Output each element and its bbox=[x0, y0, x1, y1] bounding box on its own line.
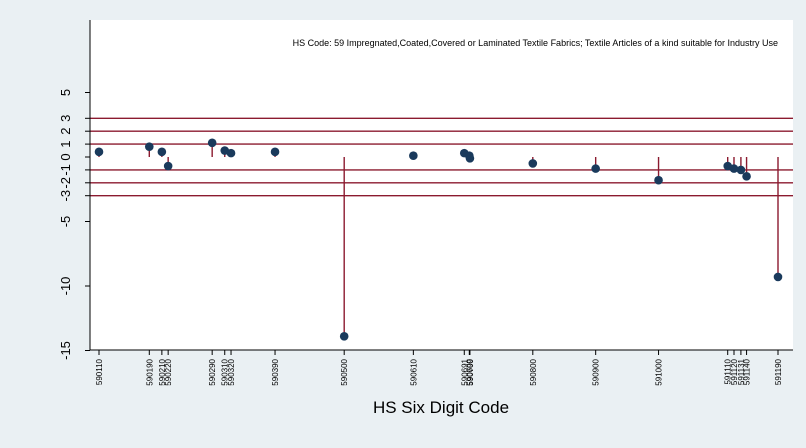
data-point bbox=[773, 272, 783, 282]
x-tick-label: 591131 bbox=[737, 358, 746, 385]
y-tick-label: -10 bbox=[58, 277, 73, 296]
y-tick-label: 3 bbox=[58, 115, 73, 122]
x-tick-label: 590210 bbox=[158, 358, 167, 385]
x-tick-label: 590610 bbox=[409, 358, 418, 385]
x-tick-label: 590900 bbox=[592, 358, 601, 385]
x-tick-label: 590220 bbox=[164, 358, 173, 385]
plot-area bbox=[90, 20, 793, 350]
data-point bbox=[409, 151, 418, 161]
data-point bbox=[465, 153, 475, 163]
data-point bbox=[339, 332, 349, 341]
data-point bbox=[226, 148, 236, 158]
y-tick-label: -3 bbox=[58, 190, 73, 202]
data-point bbox=[528, 159, 538, 168]
y-tick-label: -1 bbox=[58, 164, 73, 176]
y-tick-label: -5 bbox=[58, 216, 73, 228]
y-tick-label: 0 bbox=[58, 153, 73, 160]
data-point bbox=[270, 147, 280, 157]
x-tick-label: 591140 bbox=[743, 358, 752, 385]
x-tick-label: 590699 bbox=[465, 358, 474, 385]
data-point bbox=[157, 147, 167, 157]
data-point bbox=[163, 161, 173, 171]
x-tick-label: 590691 bbox=[460, 358, 469, 385]
x-tick-label: 591000 bbox=[655, 358, 664, 385]
x-tick-label: 591190 bbox=[774, 358, 783, 385]
y-tick-label: -2 bbox=[58, 177, 73, 189]
data-point bbox=[742, 172, 751, 181]
data-points bbox=[94, 138, 783, 341]
x-tick-label: 590700 bbox=[466, 358, 475, 385]
x-tick-label: 590390 bbox=[271, 358, 280, 385]
y-tick-label: 2 bbox=[58, 128, 73, 135]
data-point bbox=[729, 164, 739, 173]
chart-annotation: HS Code: 59 Impregnated,Coated,Covered o… bbox=[293, 38, 778, 48]
data-point bbox=[94, 147, 104, 157]
data-point bbox=[736, 165, 746, 175]
reference-lines bbox=[90, 117, 793, 197]
x-tick-label: 590110 bbox=[95, 358, 104, 385]
x-tick-label: 591120 bbox=[730, 358, 739, 385]
x-axis-label: HS Six Digit Code bbox=[373, 398, 509, 417]
data-point bbox=[144, 142, 154, 151]
data-point bbox=[654, 175, 663, 185]
x-tick-label: 590500 bbox=[340, 358, 349, 385]
x-tick-label: 590310 bbox=[221, 358, 230, 385]
x-tick-label: 590320 bbox=[227, 358, 236, 385]
y-tick-label: 5 bbox=[58, 89, 73, 96]
x-tick-label: 590290 bbox=[208, 358, 217, 385]
y-tick-label: 1 bbox=[58, 140, 73, 147]
data-point bbox=[207, 138, 217, 148]
x-tick-label: 590190 bbox=[145, 358, 154, 385]
x-tick-label: 591110 bbox=[724, 358, 733, 384]
data-point bbox=[591, 164, 600, 173]
y-axis-ticks: 5 3 2 1 0 -1-2-3 -5 -10 -15 bbox=[58, 89, 90, 360]
x-tick-label: 590800 bbox=[529, 358, 538, 385]
y-tick-label: -15 bbox=[58, 341, 73, 360]
